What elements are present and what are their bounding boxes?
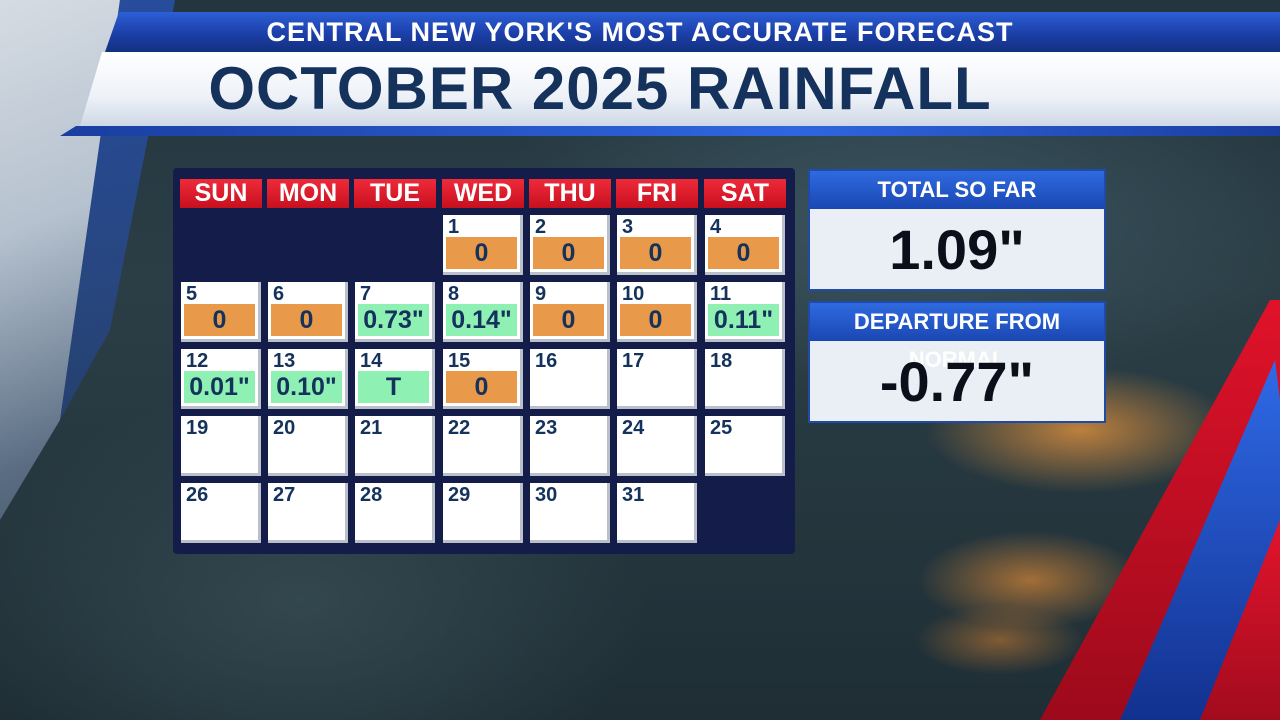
departure-label: DEPARTURE FROM NORMAL (810, 303, 1104, 372)
departure-box: DEPARTURE FROM NORMAL -0.77" (808, 301, 1106, 423)
day-number: 3 (622, 216, 634, 238)
day-number: 14 (360, 350, 383, 372)
rainfall-value: 0.01" (184, 371, 255, 403)
rainfall-value: 0.11" (708, 304, 779, 336)
day-number: 31 (622, 484, 645, 506)
day-number: 29 (448, 484, 471, 506)
day-number: 6 (273, 283, 285, 305)
day-number: 12 (186, 350, 209, 372)
rainfall-value: 0.73" (358, 304, 429, 336)
day-cell-24: 24 (617, 416, 697, 476)
day-number: 23 (535, 417, 558, 439)
rainfall-value: 0 (620, 237, 691, 269)
day-number: 10 (622, 283, 645, 305)
weekday-header-wed: WED (442, 179, 524, 208)
day-number: 2 (535, 216, 547, 238)
title-banner-stripe (60, 126, 1280, 136)
day-number: 19 (186, 417, 209, 439)
day-number: 5 (186, 283, 198, 305)
day-number: 26 (186, 484, 209, 506)
day-cell-31: 31 (617, 483, 697, 543)
day-cell-30: 30 (530, 483, 610, 543)
day-number: 7 (360, 283, 372, 305)
page-title: OCTOBER 2025 RAINFALL (208, 55, 992, 122)
day-number: 20 (273, 417, 296, 439)
day-number: 18 (710, 350, 733, 372)
day-cell-16: 16 (530, 349, 610, 409)
rainfall-value: 0 (708, 237, 779, 269)
day-cell-14: 14 T (355, 349, 435, 409)
day-cell-26: 26 (181, 483, 261, 543)
day-number: 11 (710, 283, 732, 305)
total-so-far-value: 1.09" (889, 218, 1025, 281)
day-cell-19: 19 (181, 416, 261, 476)
departure-value: -0.77" (879, 350, 1035, 413)
day-number: 1 (448, 216, 460, 238)
rainfall-value: 0 (446, 371, 517, 403)
rainfall-value: 0 (446, 237, 517, 269)
day-number: 15 (448, 350, 471, 372)
day-cell-21: 21 (355, 416, 435, 476)
day-cell-22: 22 (443, 416, 523, 476)
weekday-header-tue: TUE (354, 179, 436, 208)
day-number: 8 (448, 283, 460, 305)
day-cell-18: 18 (705, 349, 785, 409)
day-cell-11: 11 0.11" (705, 282, 785, 342)
day-number: 30 (535, 484, 558, 506)
day-number: 9 (535, 283, 547, 305)
weekday-header-mon: MON (267, 179, 349, 208)
day-cell-27: 27 (268, 483, 348, 543)
day-cell-23: 23 (530, 416, 610, 476)
day-cell-28: 28 (355, 483, 435, 543)
day-cell-10: 10 0 (617, 282, 697, 342)
rainfall-value: 0 (184, 304, 255, 336)
day-number: 25 (710, 417, 733, 439)
day-number: 17 (622, 350, 645, 372)
day-number: 24 (622, 417, 645, 439)
day-cell-13: 13 0.10" (268, 349, 348, 409)
rainfall-value: 0 (620, 304, 691, 336)
day-number: 22 (448, 417, 471, 439)
day-number: 28 (360, 484, 383, 506)
day-number: 27 (273, 484, 296, 506)
weekday-header-sat: SAT (704, 179, 786, 208)
day-cell-15: 15 0 (443, 349, 523, 409)
rainfall-value: 0 (533, 237, 604, 269)
total-so-far-box: TOTAL SO FAR 1.09" (808, 169, 1106, 291)
day-number: 21 (360, 417, 383, 439)
day-cell-20: 20 (268, 416, 348, 476)
day-cell-8: 8 0.14" (443, 282, 523, 342)
weekday-header-thu: THU (529, 179, 611, 208)
subtitle-banner (105, 12, 1280, 52)
day-cell-29: 29 (443, 483, 523, 543)
weekday-header-sun: SUN (180, 179, 262, 208)
day-cell-17: 17 (617, 349, 697, 409)
total-so-far-label: TOTAL SO FAR (810, 171, 1104, 209)
rainfall-value: 0 (271, 304, 342, 336)
rainfall-value: 0 (533, 304, 604, 336)
subtitle-text: CENTRAL NEW YORK'S MOST ACCURATE FORECAS… (266, 17, 1014, 47)
day-number: 4 (710, 216, 722, 238)
title-banner (80, 52, 1280, 126)
weekday-header-fri: FRI (616, 179, 698, 208)
day-cell-25: 25 (705, 416, 785, 476)
rainfall-value: 0.10" (271, 371, 342, 403)
rainfall-value: T (358, 371, 429, 403)
day-cell-12: 12 0.01" (181, 349, 261, 409)
rainfall-value: 0.14" (446, 304, 517, 336)
day-cell-7: 7 0.73" (355, 282, 435, 342)
day-number: 16 (535, 350, 558, 372)
day-number: 13 (273, 350, 296, 372)
